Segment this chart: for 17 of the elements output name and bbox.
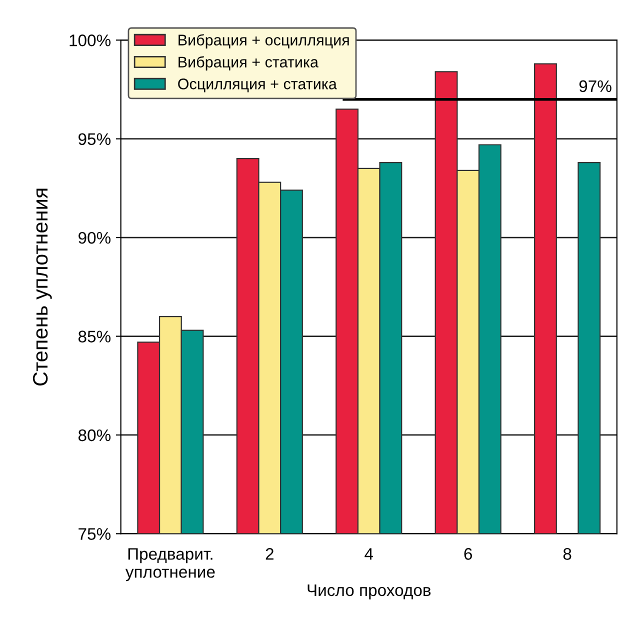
legend-label: Осцилляция + статика	[178, 78, 337, 92]
y-tick-label: 85%	[78, 330, 111, 342]
legend-label: Вибрация + осцилляция	[178, 34, 349, 48]
y-tick-label: 75%	[78, 528, 111, 540]
x-tick-label: Предварит. уплотнение	[125, 548, 215, 582]
y-axis-title: Степень уплотнения	[32, 188, 52, 386]
y-tick-label: 90%	[78, 232, 111, 244]
x-tick-label: 8	[563, 548, 572, 560]
y-tick-label: 100%	[70, 34, 111, 46]
legend-label: Вибрация + статика	[178, 56, 318, 70]
ref-line-label: 97%	[579, 80, 612, 92]
x-tick-label: 6	[464, 548, 472, 560]
x-tick-label: 4	[364, 548, 374, 560]
y-tick-label: 80%	[78, 429, 111, 442]
x-tick-label: 2	[266, 548, 274, 560]
x-axis-title: Число проходов	[308, 584, 431, 600]
y-tick-label: 95%	[78, 133, 111, 146]
